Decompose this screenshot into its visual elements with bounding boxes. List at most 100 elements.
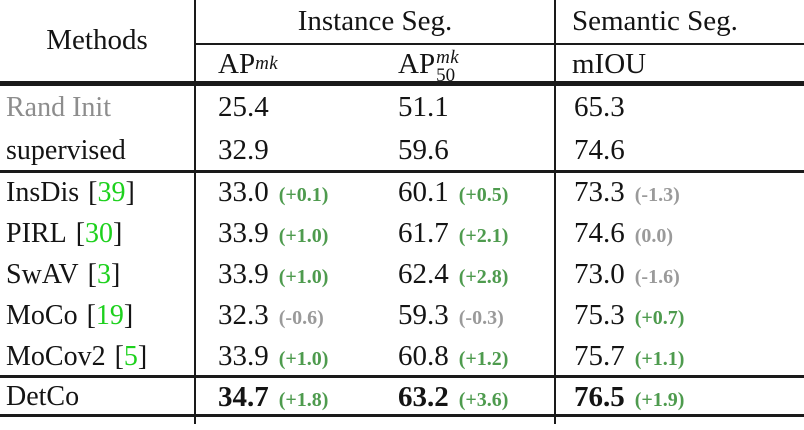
metric-value: 74.6	[574, 134, 625, 166]
miou-cell: 76.5 (+1.9)	[556, 381, 804, 414]
metric-value: 61.7	[398, 217, 449, 249]
miou-cell: 74.6 (0.0)	[556, 217, 804, 250]
metric-value: 33.9	[218, 258, 269, 290]
delta-value: (+2.8)	[458, 266, 509, 288]
delta-value: (+1.9)	[634, 388, 685, 411]
metric-value: 60.1	[398, 176, 449, 208]
ap-label: AP	[218, 47, 256, 80]
delta-value: (+1.8)	[278, 388, 329, 411]
method-cell: Rand Init	[0, 92, 196, 124]
metric-value: 75.3	[574, 299, 625, 331]
citation-bracket: ]	[110, 258, 121, 290]
method-name: PIRL	[6, 217, 67, 249]
metric-value: 33.0	[218, 176, 269, 208]
ap50-cell: 63.2 (+3.6)	[376, 381, 556, 414]
metric-value: 75.7	[574, 340, 625, 372]
metric-value: 25.4	[218, 91, 269, 123]
citation-number: 5	[123, 340, 138, 372]
miou-cell: 75.7 (+1.1)	[556, 340, 804, 373]
citation: [5]	[115, 341, 148, 373]
delta-value: (-1.6)	[634, 266, 680, 288]
header-instance-seg: Instance Seg.	[297, 5, 453, 37]
ap-mk-cell: 25.4	[196, 91, 376, 124]
ap-mk-cell: 32.3 (-0.6)	[196, 299, 376, 332]
method-cell: InsDis [39]	[0, 177, 196, 209]
metric-value: 32.9	[218, 134, 269, 166]
ap50-scripts: mk 50	[436, 46, 460, 85]
miou-cell: 73.0 (-1.6)	[556, 258, 804, 291]
citation-bracket: [	[114, 340, 124, 372]
table-row-insdis: InsDis [39] 33.0 (+0.1) 60.1 (+0.5) 73.3 (-…	[0, 172, 804, 213]
metric-value: 76.5	[574, 380, 625, 413]
table-row-pirl: PIRL [30] 33.9 (+1.0) 61.7 (+2.1) 74.6 (0.0…	[0, 213, 804, 254]
ap50-cell: 51.1	[376, 91, 556, 124]
citation-number: 19	[95, 299, 124, 331]
column-divider-semantic	[554, 0, 556, 424]
metric-value: 74.6	[574, 217, 625, 249]
ap50-cell: 59.6	[376, 134, 556, 167]
metric-value: 60.8	[398, 340, 449, 372]
header-miou: mIOU	[572, 47, 647, 80]
ap-mk-cell: 33.0 (+0.1)	[196, 176, 376, 209]
table-row-rand-init: Rand Init 25.4 51.1 65.3	[0, 86, 804, 129]
ap50-cell: 61.7 (+2.1)	[376, 217, 556, 250]
header-methods: Methods	[46, 24, 148, 56]
delta-value: (+1.0)	[278, 266, 329, 288]
method-cell: SwAV [3]	[0, 259, 196, 291]
delta-value: (+1.2)	[458, 348, 509, 370]
citation: [19]	[87, 300, 134, 332]
delta-value: (+2.1)	[458, 225, 509, 247]
citation-number: 3	[96, 258, 111, 290]
method-name: Rand Init	[6, 91, 111, 123]
ap50-cell: 62.4 (+2.8)	[376, 258, 556, 291]
citation-bracket: ]	[113, 217, 123, 249]
header-ap-mk: AP mk	[196, 46, 376, 82]
metric-value: 34.7	[218, 380, 269, 413]
miou-cell: 75.3 (+0.7)	[556, 299, 804, 332]
miou-cell: 73.3 (-1.3)	[556, 176, 804, 209]
delta-value: (-0.3)	[458, 307, 504, 329]
ap-superscript: mk	[255, 53, 279, 74]
metric-value: 62.4	[398, 258, 449, 290]
method-name: InsDis	[6, 176, 80, 208]
table-row-moco: MoCo [19] 32.3 (-0.6) 59.3 (-0.3) 75.3 (+0.…	[0, 295, 804, 336]
ap-mk-cell: 33.9 (+1.0)	[196, 217, 376, 250]
ap50-cell: 60.8 (+1.2)	[376, 340, 556, 373]
bottom-rule	[0, 414, 804, 417]
delta-value: (-0.6)	[278, 307, 324, 329]
delta-value: (+1.0)	[278, 225, 329, 247]
table-row-swav: SwAV [3] 33.9 (+1.0) 62.4 (+2.8) 73.0 (-1.6…	[0, 254, 804, 295]
citation-number: 30	[85, 217, 114, 249]
table-row-mocov2: MoCov2 [5] 33.9 (+1.0) 60.8 (+1.2) 75.7 (+1…	[0, 336, 804, 377]
method-name: DetCo	[6, 381, 80, 412]
metric-value: 33.9	[218, 340, 269, 372]
ap50-label: AP	[398, 47, 436, 80]
column-divider-methods	[194, 0, 196, 424]
method-cell: PIRL [30]	[0, 218, 196, 250]
citation-bracket: ]	[125, 176, 135, 208]
metric-value: 73.0	[574, 258, 625, 290]
table-row-supervised: supervised 32.9 59.6 74.6	[0, 129, 804, 172]
table-row-detco: DetCo 34.7 (+1.8) 63.2 (+3.6) 76.5 (+1.9)	[0, 377, 804, 417]
citation-bracket: [	[75, 217, 86, 249]
metric-value: 59.3	[398, 299, 449, 331]
method-cell: supervised	[0, 135, 196, 167]
ap50-cell: 60.1 (+0.5)	[376, 176, 556, 209]
delta-value: (+1.1)	[634, 348, 685, 370]
ap-mk-cell: 33.9 (+1.0)	[196, 258, 376, 291]
delta-value: (+0.7)	[634, 307, 685, 329]
group-rule-baselines	[0, 170, 804, 173]
ap50-superscript: mk	[436, 46, 460, 68]
delta-value: (+0.1)	[278, 184, 329, 206]
miou-cell: 74.6	[556, 134, 804, 167]
citation-bracket: ]	[137, 340, 148, 372]
ap-mk-cell: 34.7 (+1.8)	[196, 381, 376, 414]
citation: [30]	[76, 218, 123, 250]
table-body: Rand Init 25.4 51.1 65.3 supervised 32.9…	[0, 86, 804, 417]
metric-value: 33.9	[218, 217, 269, 249]
method-cell: MoCo [19]	[0, 300, 196, 332]
citation-bracket: [	[86, 299, 96, 331]
method-name: supervised	[6, 134, 126, 166]
metric-value: 51.1	[398, 91, 449, 123]
